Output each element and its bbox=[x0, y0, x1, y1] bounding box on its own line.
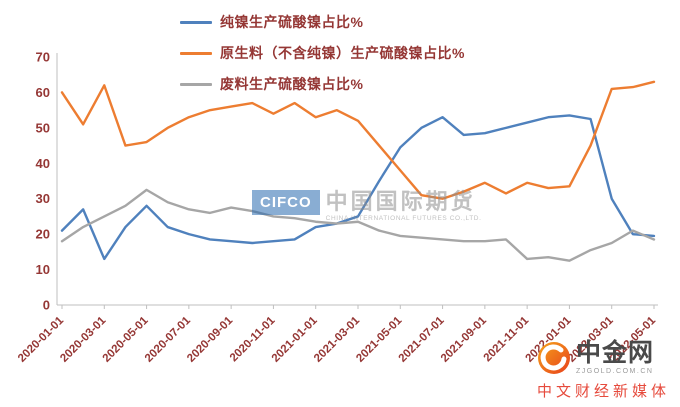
legend-item-scrap: 废料生产硫酸镍占比% bbox=[180, 74, 465, 94]
chart-legend: 纯镍生产硫酸镍占比% 原生料（不含纯镍）生产硫酸镍占比% 废料生产硫酸镍占比% bbox=[180, 12, 465, 94]
y-tick-label: 70 bbox=[36, 50, 50, 65]
legend-label: 原生料（不含纯镍）生产硫酸镍占比% bbox=[220, 45, 465, 61]
legend-item-primary-material: 原生料（不含纯镍）生产硫酸镍占比% bbox=[180, 43, 465, 63]
y-tick-label: 30 bbox=[36, 191, 50, 206]
y-tick-label: 0 bbox=[43, 298, 50, 313]
brand-name: 中金网 bbox=[575, 339, 654, 367]
y-tick-label: 40 bbox=[36, 156, 50, 171]
zjgold-logo-icon bbox=[537, 342, 570, 374]
series-line-0 bbox=[60, 114, 656, 261]
legend-line-gray bbox=[180, 82, 212, 86]
legend-item-pure-nickel: 纯镍生产硫酸镍占比% bbox=[180, 12, 465, 32]
y-tick-label: 20 bbox=[36, 227, 50, 242]
y-tick-label: 50 bbox=[36, 120, 50, 135]
series-line-2 bbox=[60, 188, 656, 262]
y-tick-label: 60 bbox=[36, 85, 50, 100]
legend-line-orange bbox=[180, 51, 212, 55]
brand-tagline: 中文财经新媒体 bbox=[536, 383, 670, 400]
y-tick-label: 10 bbox=[36, 262, 50, 277]
legend-label: 纯镍生产硫酸镍占比% bbox=[220, 14, 364, 30]
legend-line-blue bbox=[180, 20, 212, 24]
series-line-1 bbox=[60, 80, 656, 200]
legend-label: 废料生产硫酸镍占比% bbox=[220, 76, 364, 92]
brand-row: 中金网 ZJGOLD.COM.CN bbox=[537, 341, 654, 375]
brand-texts: 中金网 ZJGOLD.COM.CN bbox=[575, 339, 654, 376]
zjgold-brand: 中金网 ZJGOLD.COM.CN 中文财经新媒体 bbox=[537, 341, 670, 401]
brand-domain: ZJGOLD.COM.CN bbox=[575, 368, 654, 375]
